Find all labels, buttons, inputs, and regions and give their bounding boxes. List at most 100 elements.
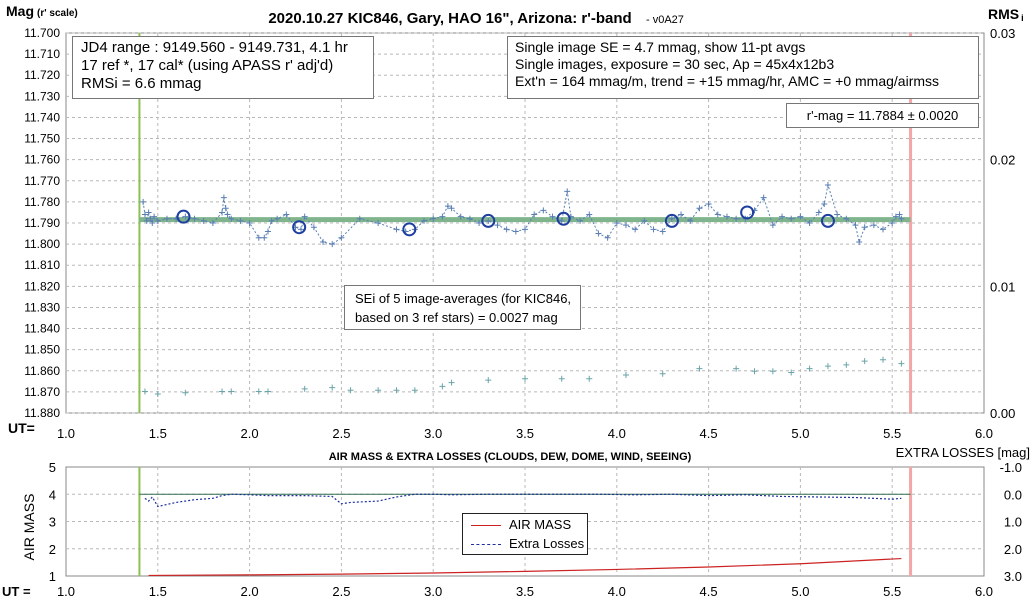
bottom-ytick-label: 2 (49, 542, 56, 557)
top-y2tick-label: 0.03 (990, 26, 1015, 41)
sei-box-line2: based on 3 ref stars) = 0.0027 mag (355, 310, 558, 325)
top-xtick-label: 2.0 (241, 426, 259, 441)
rms-point (788, 369, 795, 376)
top-ylabel-sub: (r' scale) (37, 8, 78, 19)
rms-point (696, 365, 703, 372)
single-image-point (779, 213, 786, 220)
bottom-xtick-label: 4.5 (700, 584, 718, 599)
single-image-point (264, 228, 271, 235)
bottom-y2label: EXTRA LOSSES [mag] (896, 445, 1030, 460)
single-image-point (622, 222, 629, 229)
rms-point (806, 365, 813, 372)
single-image-point (494, 222, 501, 229)
legend-losses: Extra Losses (463, 535, 587, 553)
bottom-y2ticks: -1.0 0.0 1.0 2.0 3.0 (1000, 460, 1022, 584)
rms-point (586, 375, 593, 382)
single-image-point (512, 228, 519, 235)
single-image-point (209, 220, 216, 226)
single-image-point (714, 211, 721, 218)
bottom-ylabel: AIR MASS (21, 494, 37, 561)
top-ytick-label: 11.790 (24, 216, 60, 230)
mag-result-text: r'-mag = 11.7884 ± 0.0020 (806, 108, 959, 123)
single-image-point (143, 217, 150, 224)
chart-title-version: - v0A27 (646, 14, 684, 26)
single-image-point (650, 226, 657, 233)
rms-point (347, 387, 354, 394)
single-image-point (301, 213, 308, 220)
single-image-point (678, 211, 685, 218)
single-box-line1: Single image SE = 4.7 mmag, show 11-pt a… (515, 39, 806, 55)
top-ytick-label: 11.760 (24, 153, 60, 167)
average-point (292, 220, 307, 235)
top-ytick-label: 11.700 (24, 26, 60, 40)
single-image-point (163, 215, 170, 222)
top-ylabel-main: Mag (6, 3, 34, 19)
top-ytick-label: 11.770 (24, 174, 60, 188)
single-image-point (356, 215, 363, 222)
bottom-xtick-label: 3.5 (516, 584, 534, 599)
rms-point (843, 361, 850, 368)
single-image-point (476, 220, 483, 226)
top-xtick-label: 3.0 (424, 426, 442, 441)
bottom-xtick-label: 4.0 (608, 584, 626, 599)
rms-point (659, 370, 666, 377)
top-xtick-label: 5.5 (883, 426, 901, 441)
chart-title: 2020.10.27 KIC846, Gary, HAO 16", Arizon… (268, 10, 631, 27)
bottom-xtick-label: 6.0 (975, 584, 993, 599)
single-image-point (393, 226, 400, 233)
bottom-xtick-label: 1.5 (149, 584, 167, 599)
top-ytick-label: 11.860 (24, 364, 60, 378)
single-image-point (320, 239, 327, 245)
single-image-point (224, 211, 231, 218)
average-point (740, 205, 755, 220)
bottom-ytick-label: 3 (49, 515, 56, 530)
single-image-point (687, 217, 694, 224)
single-image-point (219, 209, 226, 216)
single-image-point (705, 201, 712, 207)
single-image-point (448, 205, 455, 212)
single-image-point (843, 215, 850, 222)
rms-point (898, 360, 905, 367)
legend-airmass: AIR MASS (463, 516, 587, 534)
bottom-markers (138, 467, 913, 576)
rms-point (622, 372, 629, 378)
single-image-point (896, 211, 903, 218)
single-image-point (191, 215, 198, 222)
bottom-series (139, 493, 911, 577)
bottom-ut-label: UT = (2, 584, 31, 599)
single-image-point (806, 220, 813, 226)
top-ytick-label: 11.800 (24, 237, 60, 251)
single-image-point (444, 203, 451, 210)
single-box-line3: Ext'n = 164 mmag/m, trend = +15 mmag/hr,… (515, 73, 940, 89)
rms-point (861, 358, 868, 365)
single-image-point (283, 211, 290, 218)
rms-point (393, 387, 400, 394)
bottom-xtick-label: 1.0 (57, 584, 75, 599)
top-xtick-label: 3.5 (516, 426, 534, 441)
rms-point (154, 391, 161, 397)
single-image-point (824, 182, 831, 188)
rms-point (411, 387, 418, 394)
average-point (176, 209, 191, 224)
top-y2label: RMS i (988, 6, 1024, 23)
top-y2label-sub: i (1021, 13, 1024, 23)
rms-point (448, 379, 455, 386)
single-image-point (220, 194, 227, 201)
single-image-point (834, 211, 841, 218)
bottom-xticks: 1.0 1.5 2.0 2.5 3.0 3.5 4.0 4.5 5.0 5.5 6.0 (57, 584, 993, 599)
top-y2tick-label: 0.02 (990, 153, 1015, 168)
average-point (402, 222, 417, 237)
single-image-point (880, 226, 887, 233)
rms-point (769, 368, 776, 375)
legend-airmass-label: AIR MASS (509, 517, 572, 532)
top-y2ticks: 0.03 0.02 0.01 0.00 (990, 26, 1015, 421)
single-image-point (577, 217, 584, 224)
single-image-point (149, 220, 156, 226)
single-image-point (531, 211, 538, 218)
top-ylabel: Mag (r' scale) (6, 3, 78, 19)
single-image-point (228, 215, 235, 222)
top-series (139, 182, 911, 397)
single-image-point (439, 213, 446, 220)
extra-losses-line (144, 493, 902, 508)
top-ytick-label: 11.740 (24, 110, 60, 124)
